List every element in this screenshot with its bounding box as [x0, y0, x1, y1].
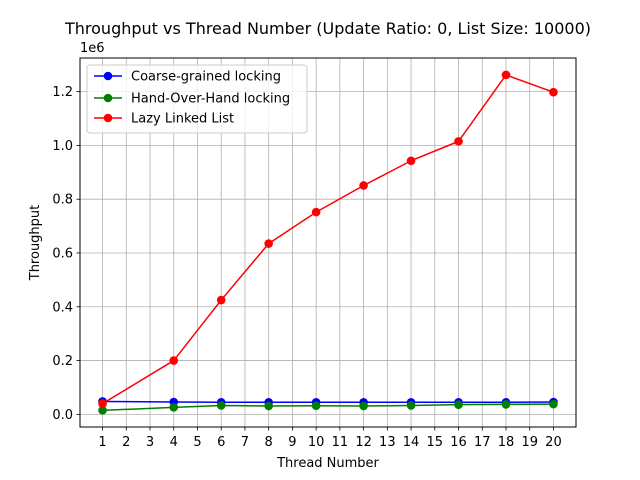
legend-label-hand-over-hand: Hand-Over-Hand locking [131, 92, 290, 107]
x-tick-label: 16 [450, 435, 467, 450]
data-point-lazy-linked-list [169, 356, 179, 365]
data-point-lazy-linked-list [501, 70, 511, 80]
series-group [98, 70, 558, 415]
data-point-lazy-linked-list [454, 137, 463, 146]
y-tick-label: 1.2 [52, 85, 73, 100]
data-point-hand-over-hand-locking [311, 401, 321, 411]
data-point-lazy-linked-list [359, 181, 368, 190]
plot-frame [79, 57, 577, 428]
data-point-hand-over-hand-locking [216, 401, 226, 410]
y-tick-label: 0.0 [52, 408, 73, 423]
x-tick-label: 17 [474, 435, 491, 450]
x-tick-label: 14 [403, 435, 420, 450]
legend-marker-coarse [103, 71, 113, 81]
x-tick-label: 2 [122, 435, 130, 450]
x-tick-label: 18 [498, 435, 515, 450]
x-tick-label: 3 [146, 435, 154, 450]
x-tick-label: 9 [288, 435, 296, 450]
legend-marker-hand-over-hand [103, 93, 113, 103]
x-tick-label: 5 [193, 435, 201, 450]
x-tick-label: 15 [427, 435, 444, 450]
x-tick-label: 11 [332, 435, 349, 450]
data-point-lazy-linked-list [549, 87, 558, 97]
x-tick-label: 20 [545, 435, 562, 450]
data-point-hand-over-hand-locking [549, 399, 558, 409]
series-line-coarse-grained-locking [102, 400, 554, 404]
data-point-lazy-linked-list [311, 207, 321, 217]
x-tick-label: 1 [98, 435, 106, 450]
data-point-lazy-linked-list [216, 295, 226, 305]
x-tick-label: 19 [521, 435, 538, 450]
x-tick-label: 6 [217, 435, 225, 450]
data-point-hand-over-hand-locking [359, 401, 368, 411]
x-tick-label: 7 [241, 435, 249, 450]
series-line-hand-over-hand-locking [102, 403, 554, 412]
data-point-hand-over-hand-locking [501, 400, 511, 409]
data-point-lazy-linked-list [406, 156, 416, 166]
data-point-hand-over-hand-locking [406, 401, 416, 410]
y-axis-label: Throughput [28, 205, 43, 282]
data-point-hand-over-hand-locking [169, 403, 179, 412]
y-tick-label: 0.8 [52, 193, 73, 208]
legend-label-coarse: Coarse-grained locking [131, 70, 281, 85]
x-tick-label: 12 [355, 435, 372, 450]
x-tick-label: 8 [265, 435, 273, 450]
chart-title: Throughput vs Thread Number (Update Rati… [64, 19, 591, 38]
legend-marker-lazy [103, 113, 113, 123]
x-tick-label: 4 [170, 435, 178, 450]
axis-ticks: 1 2 3 4 5 6 7 8 9 10 11 12 13 14 15 16 17 18 19 200.00.20.4… [52, 85, 561, 450]
series-line-lazy-linked-list [102, 74, 554, 405]
x-tick-label: 10 [308, 435, 325, 450]
data-point-lazy-linked-list [98, 399, 107, 408]
legend-label-lazy: Lazy Linked List [131, 112, 234, 127]
data-point-hand-over-hand-locking [98, 406, 107, 415]
y-tick-label: 1.0 [52, 139, 73, 154]
y-tick-label: 0.2 [52, 354, 73, 369]
y-tick-label: 0.6 [52, 246, 73, 261]
data-point-hand-over-hand-locking [454, 400, 463, 409]
y-offset-label: 1e6 [80, 41, 105, 56]
legend: Coarse-grained locking Hand-Over-Hand lo… [86, 64, 308, 134]
x-tick-label: 13 [379, 435, 396, 450]
x-axis-label: Thread Number [276, 456, 379, 471]
data-point-hand-over-hand-locking [264, 401, 273, 411]
legend-box [86, 64, 308, 134]
y-tick-label: 0.4 [52, 300, 73, 315]
data-point-lazy-linked-list [264, 239, 273, 248]
